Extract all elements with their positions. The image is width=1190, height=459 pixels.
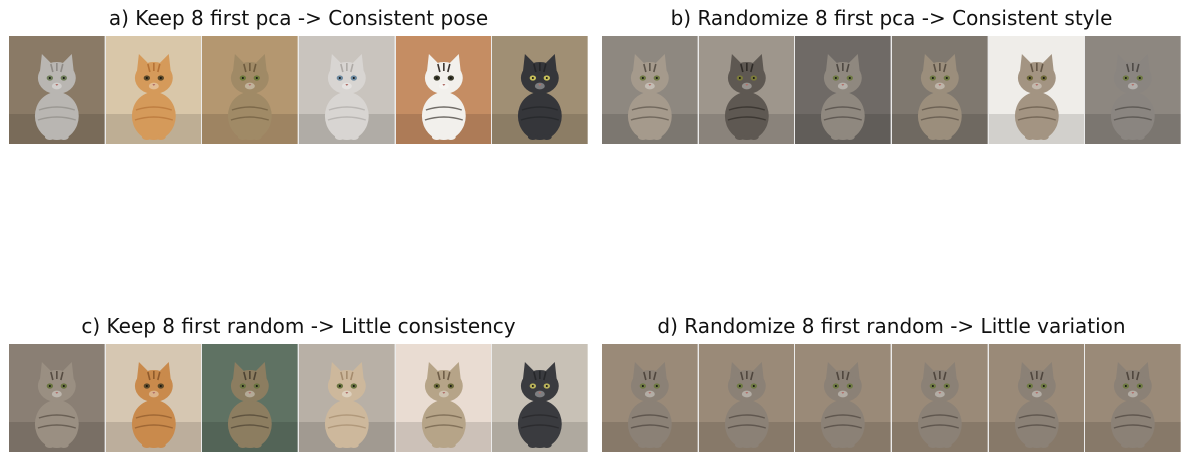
cat-picture [202,344,299,452]
cat-picture [202,36,299,144]
cat-image [602,344,699,452]
cat-picture [492,36,589,144]
panel-title: b) Randomize 8 first pca -> Consistent s… [670,6,1113,30]
panel-title: d) Randomize 8 first random -> Little va… [657,314,1126,338]
cat-picture [698,36,795,144]
cat-image [492,344,589,452]
cat-image [299,36,396,144]
cat-image [988,344,1086,452]
cat-picture [105,344,202,452]
cat-picture [602,36,698,144]
cat-image [395,36,493,144]
cat-image [9,36,106,144]
cat-image [795,36,893,144]
cat-picture [105,36,202,144]
cat-image [9,344,106,452]
cat-picture [892,344,988,452]
cat-picture [492,344,589,452]
panel-title: c) Keep 8 first random -> Little consist… [81,314,516,338]
cat-picture [1085,36,1182,144]
cat-picture [698,344,795,452]
cat-picture [892,36,988,144]
cat-picture [395,36,492,144]
cat-picture [795,36,892,144]
cat-picture [795,344,892,452]
cat-picture [299,344,395,452]
cat-image [1085,344,1182,452]
cat-image [698,344,796,452]
cat-image [105,36,203,144]
cat-image [602,36,699,144]
image-strip [9,344,589,452]
cat-picture [988,344,1085,452]
cat-picture [395,344,492,452]
cat-picture [1085,344,1182,452]
cat-image [892,36,989,144]
cat-image [105,344,203,452]
cat-image [202,344,300,452]
cat-image [988,36,1086,144]
cat-image [395,344,493,452]
cat-image [892,344,989,452]
cat-picture [988,36,1085,144]
cat-picture [9,36,105,144]
cat-image [1085,36,1182,144]
panel-title: a) Keep 8 first pca -> Consistent pose [108,6,489,30]
cat-picture [9,344,105,452]
cat-image [795,344,893,452]
image-strip [602,36,1182,144]
cat-image [202,36,300,144]
cat-image [299,344,396,452]
image-strip [9,36,589,144]
cat-picture [602,344,698,452]
cat-image [492,36,589,144]
image-strip [602,344,1182,452]
cat-image [698,36,796,144]
cat-picture [299,36,395,144]
